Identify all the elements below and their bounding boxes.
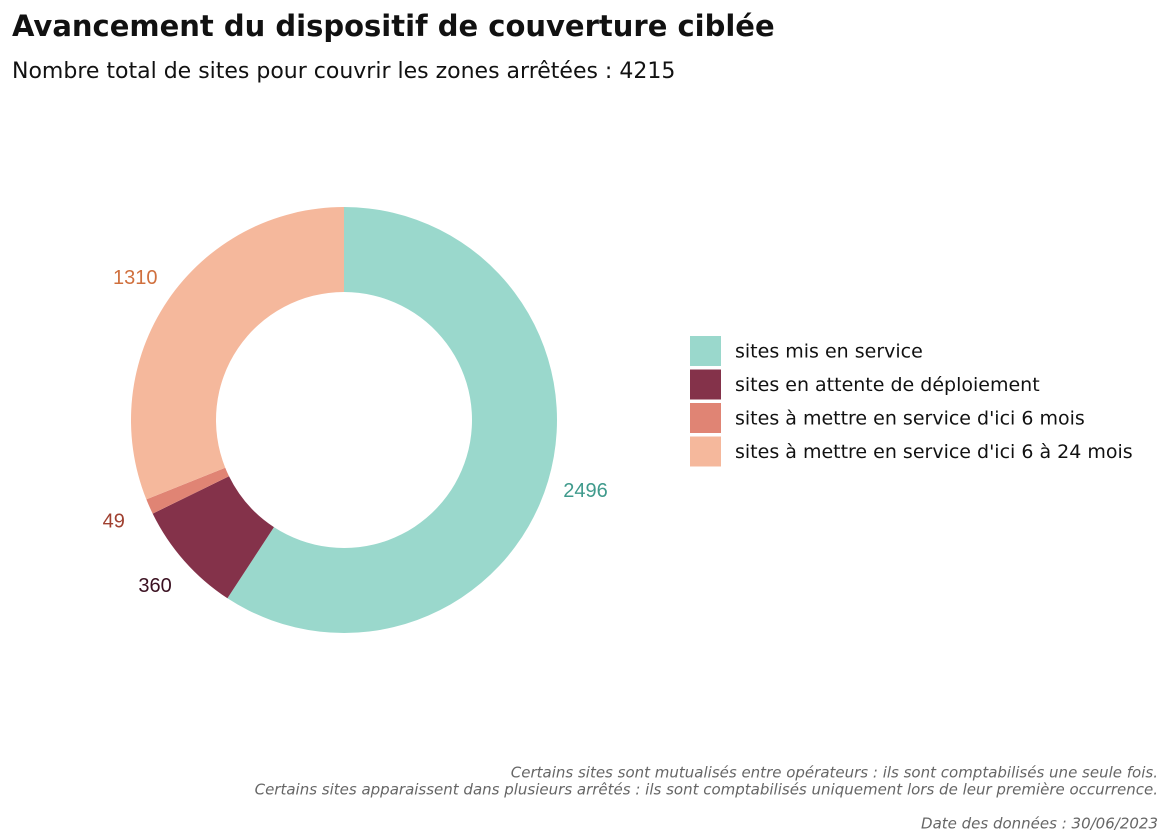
- legend-label: sites mis en service: [735, 341, 923, 363]
- donut-segment: [152, 476, 274, 599]
- legend-swatch: [690, 336, 721, 366]
- legend-swatch: [690, 369, 721, 400]
- legend-label: sites en attente de déploiement: [735, 374, 1040, 396]
- value-label: 49: [103, 511, 125, 533]
- legend-label: sites à mettre en service d'ici 6 à 24 m…: [735, 441, 1133, 463]
- footnote: Certains sites apparaissent dans plusieu…: [255, 781, 1158, 799]
- date-note: Date des données : 30/06/2023: [921, 815, 1158, 833]
- value-label: 360: [138, 575, 171, 597]
- legend-swatch: [690, 403, 721, 433]
- value-label: 2496: [563, 480, 608, 502]
- donut-segment: [227, 207, 558, 634]
- donut-segment: [131, 207, 344, 500]
- legend-label: sites à mettre en service d'ici 6 mois: [735, 408, 1085, 430]
- donut-segment: [146, 467, 230, 514]
- chart-title: Avancement du dispositif de couverture c…: [12, 9, 775, 43]
- value-label: 1310: [113, 267, 158, 289]
- footnote: Certains sites sont mutualisés entre opé…: [511, 764, 1158, 782]
- legend-swatch: [690, 436, 721, 467]
- chart-subtitle: Nombre total de sites pour couvrir les z…: [12, 59, 675, 84]
